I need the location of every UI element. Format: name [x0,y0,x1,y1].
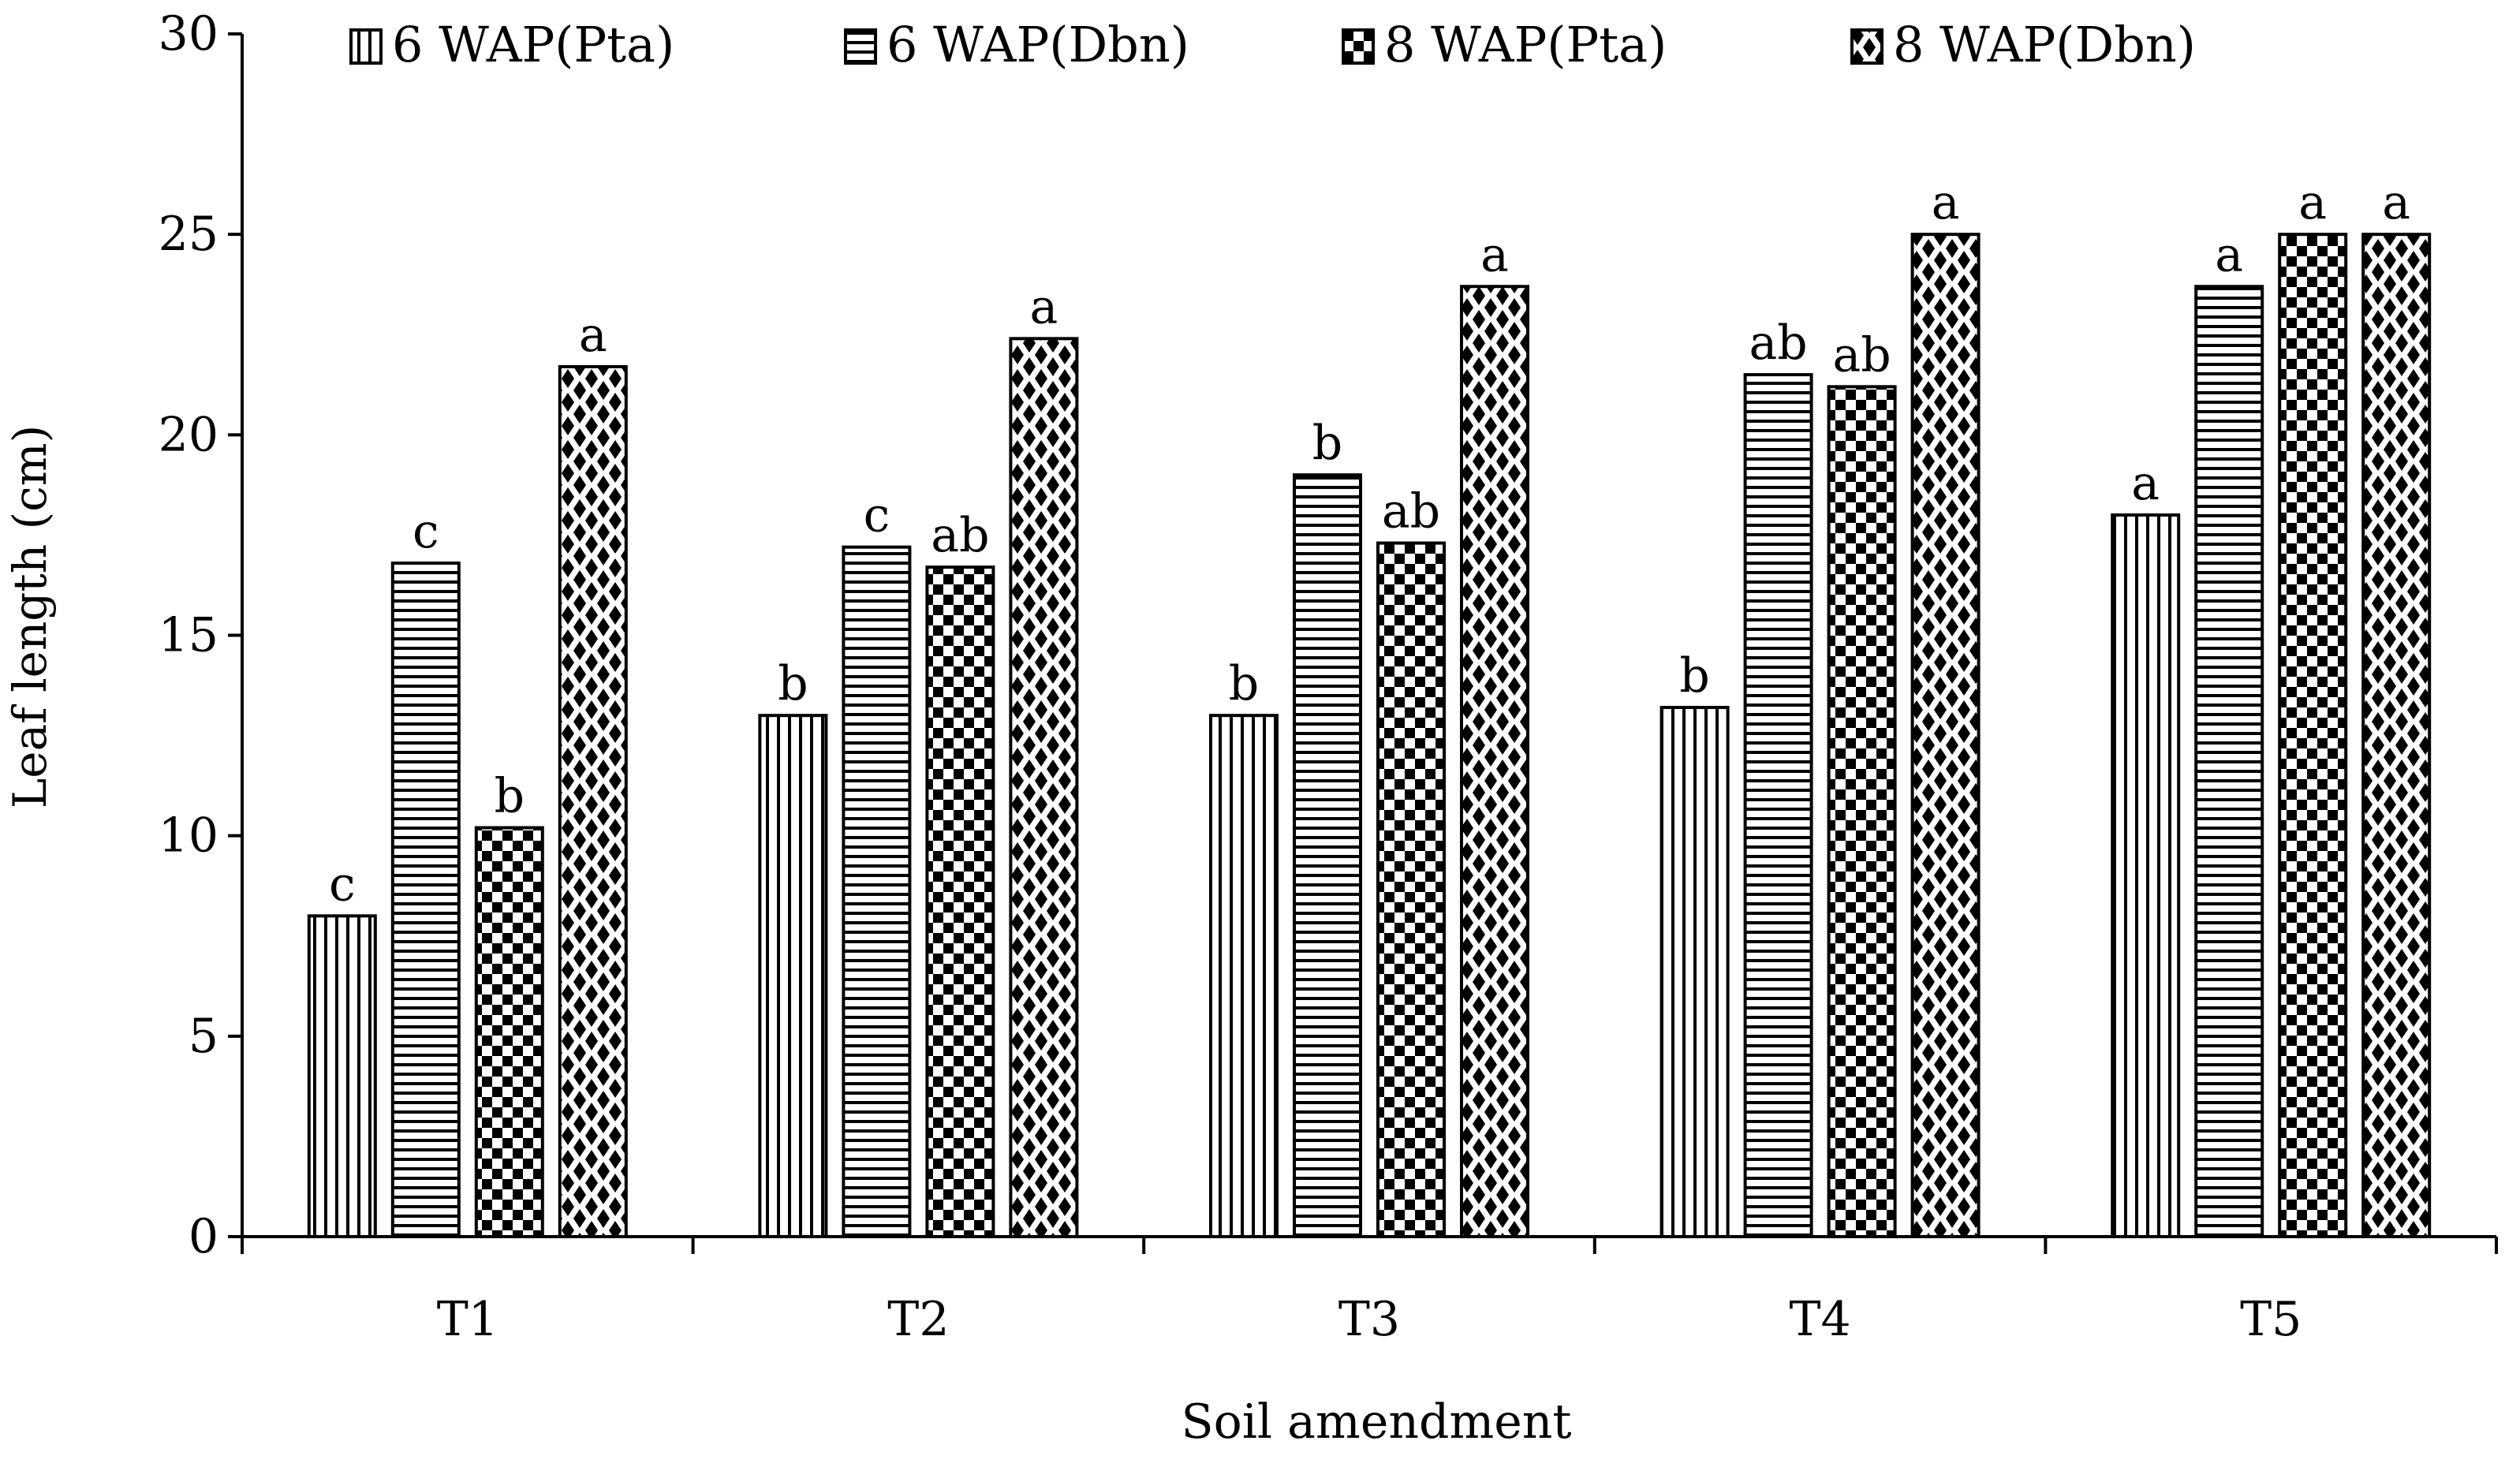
bar-significance-label: a [2298,175,2327,230]
bar-8-wap-pta--t4 [1827,385,1897,1238]
bar-6-wap-pta--t2 [758,714,828,1238]
bar-significance-label: b [495,769,525,824]
bar-significance-label: a [2131,456,2160,511]
bar-significance-label: c [413,504,439,559]
bar-6-wap-dbn--t4 [1743,373,1813,1238]
y-tick-label: 0 [189,1209,218,1264]
legend-swatch [844,28,877,65]
bar-6-wap-dbn--t2 [842,545,912,1238]
bar-8-wap-pta--t5 [2278,233,2348,1239]
y-tick-label: 10 [159,808,218,864]
bar-6-wap-pta--t5 [2111,513,2181,1238]
bar-6-wap-dbn--t1 [390,562,461,1238]
legend-label: 8 WAP(Pta) [1384,16,1667,73]
bar-significance-label: a [2215,227,2243,282]
y-tick-label: 25 [159,207,218,262]
bar-significance-label: b [1312,416,1342,471]
bar-6-wap-pta--t3 [1209,714,1279,1238]
legend-swatch [349,28,383,65]
bar-8-wap-pta--t1 [474,826,544,1238]
bar-8-wap-dbn--t3 [1460,285,1529,1238]
bar-8-wap-dbn--t1 [558,364,628,1239]
x-tick-label: T1 [437,1292,498,1347]
bar-significance-label: a [2382,175,2410,230]
y-tick-label: 15 [159,608,218,663]
legend: 6 WAP(Pta) 6 WAP(Dbn) 8 WAP(Pta) 8 WAP(Dbn) [349,16,2196,73]
legend-label: 8 WAP(Dbn) [1893,16,2196,73]
y-tick-label: 30 [159,6,218,62]
bars-group [307,233,2432,1239]
bar-significance-label: a [1030,279,1058,334]
x-tick-label: T5 [2240,1292,2302,1347]
y-axis: 0 5 10 15 20 25 30 [159,6,244,1264]
x-tick-label: T3 [1338,1292,1400,1347]
bar-significance-label: c [864,488,890,543]
bar-significance-label: c [329,857,356,912]
bar-8-wap-pta--t3 [1376,541,1446,1238]
bar-significance-label: b [1229,656,1259,711]
bar-significance-label: ab [931,508,989,563]
legend-swatch [1850,28,1883,65]
bar-significance-label: b [778,656,808,711]
bar-significance-label: b [1679,648,1709,704]
y-tick-label: 5 [189,1009,218,1064]
bar-8-wap-pta--t2 [925,565,995,1238]
bar-8-wap-dbn--t2 [1009,337,1079,1238]
legend-swatch [1342,28,1375,65]
bar-significance-label: ab [1749,315,1808,371]
bar-6-wap-pta--t4 [1659,706,1730,1238]
bar-6-wap-pta--t1 [307,914,377,1239]
bar-8-wap-dbn--t4 [1910,233,1981,1239]
y-axis-title: Leaf length (cm) [3,425,57,809]
bar-6-wap-dbn--t3 [1293,473,1362,1238]
y-tick-label: 20 [159,407,218,462]
bar-significance-label: a [1480,227,1509,282]
x-axis: T1 T2 T3 T4 T5 [241,1235,2498,1347]
bar-8-wap-dbn--t5 [2361,233,2432,1239]
bar-significance-label: a [579,308,607,363]
legend-label: 6 WAP(Dbn) [887,16,1189,73]
x-tick-label: T2 [887,1292,949,1347]
bar-significance-label: ab [1833,327,1891,383]
x-axis-title: Soil amendment [1181,1394,1571,1450]
x-tick-label: T4 [1789,1292,1850,1347]
bar-significance-label: ab [1382,484,1440,539]
bar-6-wap-dbn--t5 [2194,285,2264,1238]
legend-label: 6 WAP(Pta) [392,16,674,73]
bar-significance-label: a [1932,175,1960,230]
